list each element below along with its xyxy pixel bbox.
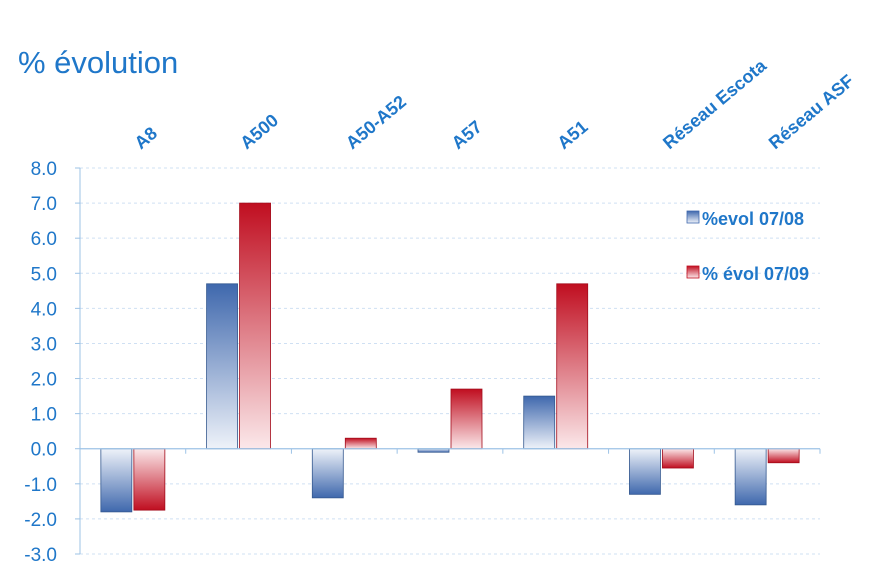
y-tick-label: -3.0 [24,545,57,566]
bar-series-1 [206,283,238,450]
legend-swatch-series-1 [686,210,700,224]
y-tick-label: 5.0 [31,264,57,285]
x-tick-label: A50-A52 [342,91,410,153]
bar-series-2 [662,448,694,469]
y-tick-label: 4.0 [31,299,57,320]
bar-series-1 [523,395,556,450]
y-axis-ticks: 8.0 7.0 6.0 5.0 4.0 3.0 2.0 1.0 0.0 -1.0 -2.0 -3.0 [24,159,57,566]
x-tick-label: A57 [448,117,486,154]
y-tick-label: -1.0 [24,475,57,496]
bar-series-2 [239,202,271,450]
y-tick-label: 2.0 [31,370,57,391]
y-tick-label: 1.0 [31,405,57,426]
legend-label-series-1: %evol 07/08 [702,209,804,229]
bar-series-2 [344,437,377,450]
y-tick-label: 3.0 [31,334,57,355]
legend-item-series-1: %evol 07/08 [686,209,804,229]
x-tick-label: A500 [236,110,282,153]
bar-series-2 [450,388,483,450]
x-tick-label: Réseau ASF [765,71,858,153]
legend-swatch-series-2 [686,265,700,279]
y-tick-label: 8.0 [31,159,57,180]
bar-series-1 [311,448,344,499]
bar-series-2 [767,448,800,464]
bar-series-1 [100,448,133,513]
y-tick-label: 7.0 [31,194,57,215]
x-tick-label: A51 [553,117,591,154]
bar-series-2 [133,448,166,511]
x-tick-label: A8 [131,123,161,153]
bars [100,202,800,513]
y-tick-label: -2.0 [24,510,57,531]
bar-series-1 [629,448,661,495]
bar-series-2 [556,283,589,450]
legend-item-series-2: % évol 07/09 [686,264,809,284]
y-tick-label: 6.0 [31,229,57,250]
axes [75,167,821,555]
legend-label-series-2: % évol 07/09 [702,264,809,284]
chart-title: % évolution [18,45,178,80]
bar-series-1 [734,448,767,506]
x-tick-label: Réseau Escota [659,55,771,153]
legend: %evol 07/08 % évol 07/09 [686,209,809,284]
y-tick-label: 0.0 [31,440,57,461]
